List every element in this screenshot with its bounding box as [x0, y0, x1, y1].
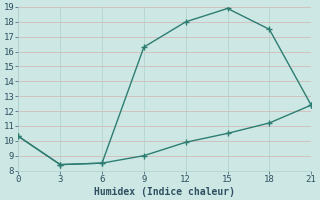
X-axis label: Humidex (Indice chaleur): Humidex (Indice chaleur): [94, 186, 235, 197]
